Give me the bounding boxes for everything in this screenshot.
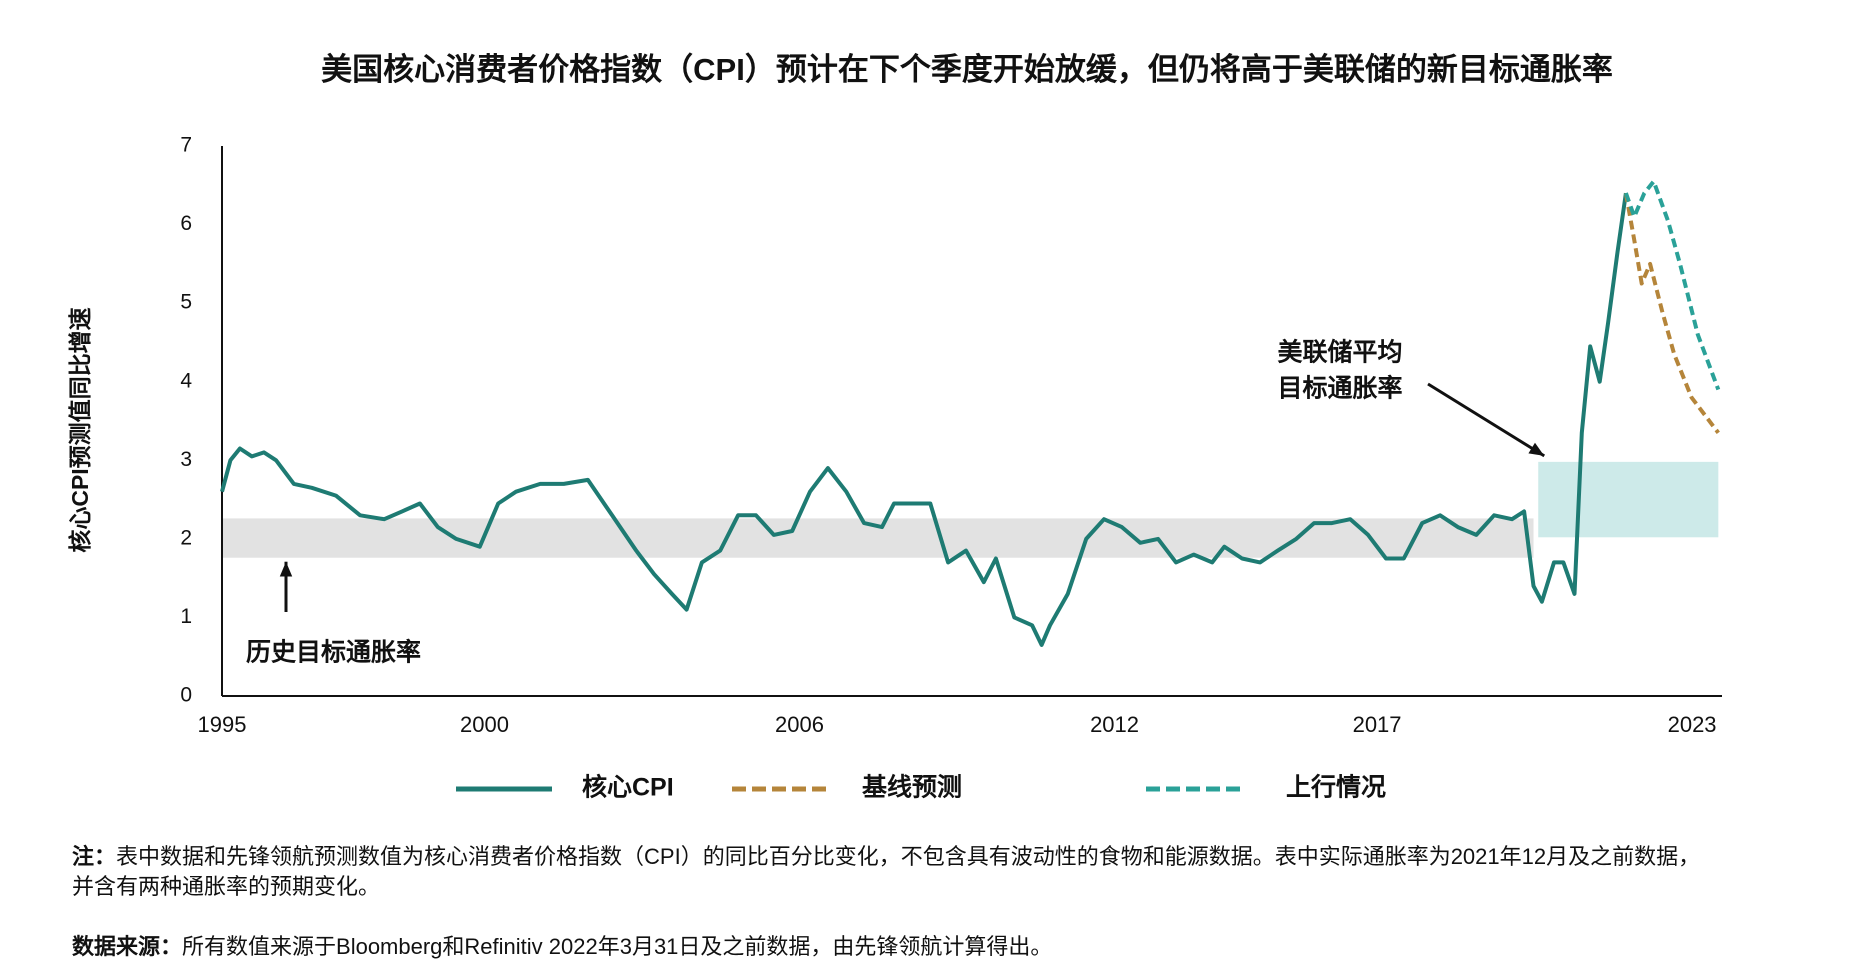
y-tick-label: 2 — [180, 526, 192, 549]
annotation: 美联储平均 — [1277, 338, 1402, 367]
annotation: 目标通胀率 — [1277, 374, 1402, 403]
y-tick-label: 6 — [180, 212, 192, 235]
arrow-head — [1528, 442, 1545, 456]
y-tick-label: 0 — [180, 684, 192, 707]
x-tick-label: 2023 — [1668, 712, 1717, 737]
x-tick-label: 2012 — [1090, 712, 1139, 737]
series-line — [1623, 192, 1720, 435]
x-tick-label: 2017 — [1353, 712, 1402, 737]
x-tick-label: 2006 — [775, 712, 824, 737]
series-line — [220, 192, 1628, 647]
legend-label: 基线预测 — [862, 773, 962, 802]
legend-label: 上行情况 — [1286, 774, 1386, 802]
y-tick-label: 4 — [180, 369, 192, 392]
x-tick-label: 1995 — [198, 712, 247, 737]
target-band — [1538, 461, 1719, 538]
x-tick-label: 2000 — [460, 712, 509, 737]
y-tick-label: 7 — [180, 134, 192, 157]
chart: 美国核心消费者价格指数（CPI）预计在下个季度开始放缓，但仍将高于美联储的新目标… — [67, 52, 1722, 802]
note-text: 表中数据和先锋领航预测数值为核心消费者价格指数（CPI）的同比百分比变化，不包含… — [72, 844, 1701, 899]
series-line — [1624, 179, 1721, 391]
arrow-head — [279, 561, 293, 577]
source-text: 所有数值来源于Bloomberg和Refinitiv 2022年3月31日及之前… — [182, 934, 1053, 959]
source-label: 数据来源： — [72, 934, 183, 959]
annotation: 历史目标通胀率 — [246, 638, 421, 667]
source: 数据来源：所有数值来源于Bloomberg和Refinitiv 2022年3月3… — [72, 932, 1712, 962]
y-tick-label: 3 — [180, 448, 192, 471]
y-axis-label: 核心CPI预测值同比增速 — [67, 307, 93, 552]
note-label: 注： — [72, 844, 117, 869]
chart-title: 美国核心消费者价格指数（CPI）预计在下个季度开始放缓，但仍将高于美联储的新目标… — [321, 52, 1613, 87]
legend-label: 核心CPI — [582, 773, 674, 802]
y-tick-label: 1 — [180, 605, 192, 628]
arrow-shaft — [1427, 382, 1546, 458]
y-tick-label: 5 — [180, 291, 192, 314]
note: 注：表中数据和先锋领航预测数值为核心消费者价格指数（CPI）的同比百分比变化，不… — [72, 842, 1712, 902]
